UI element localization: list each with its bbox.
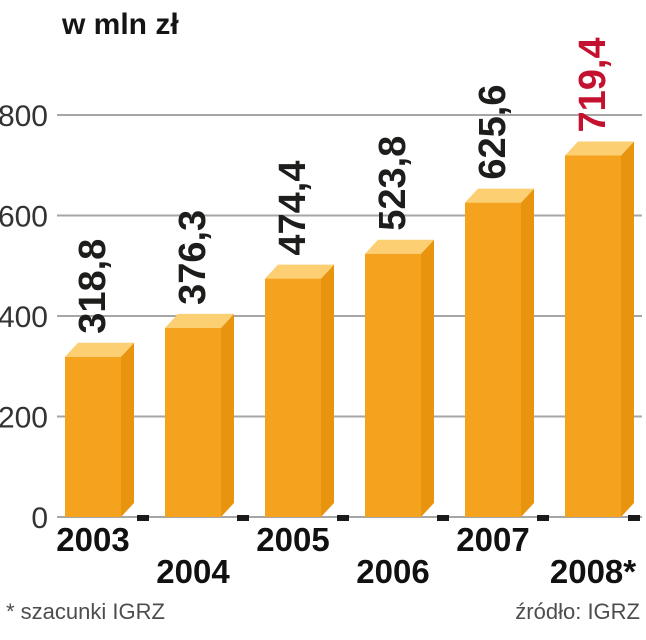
bar (65, 356, 121, 517)
bar-top-face (365, 239, 434, 254)
bar-value-label: 625,6 (472, 85, 514, 180)
y-axis-tick-label: 600 (0, 201, 48, 234)
bar-value-label-highlight: 719,4 (572, 37, 614, 132)
x-axis-category-label: 2003 (56, 521, 129, 558)
bar-value-label: 474,4 (272, 161, 314, 256)
bar-top-face (565, 141, 634, 156)
x-axis-tick (628, 515, 640, 521)
y-axis-tick-label: 200 (0, 402, 48, 435)
x-axis-category-label: 2005 (256, 521, 329, 558)
bar-side-face (621, 141, 634, 517)
bar-side-face (521, 188, 534, 518)
y-axis-tick-label: 0 (31, 502, 48, 535)
bar-value-label: 318,8 (72, 239, 114, 334)
bar (165, 327, 221, 517)
y-axis-tick-label: 400 (0, 301, 48, 334)
bar-top-face (65, 342, 134, 357)
x-axis-tick (537, 515, 549, 521)
bar-value-label: 523,8 (372, 136, 414, 231)
x-axis-category-label: 2006 (356, 553, 429, 590)
x-axis-category-label: 2007 (456, 521, 529, 558)
bar-top-face (265, 264, 334, 279)
x-axis-tick (237, 515, 249, 521)
x-axis-tick (337, 515, 349, 521)
x-axis-category-label: 2008* (550, 553, 636, 590)
x-axis-tick (137, 515, 149, 521)
bar-top-face (465, 188, 534, 203)
x-axis-tick (437, 515, 449, 521)
bar (465, 202, 521, 518)
bar (365, 253, 421, 517)
bar-side-face (321, 264, 334, 517)
bar-top-face (165, 313, 234, 328)
bar (265, 278, 321, 517)
chart-footer: * szacunki IGRZ źródło: IGRZ (6, 599, 640, 625)
chart-title: w mln zł (62, 8, 179, 41)
bar-side-face (221, 313, 234, 517)
bar-value-label: 376,3 (172, 210, 214, 305)
x-axis-category-label: 2004 (156, 553, 230, 590)
y-axis-tick-label: 800 (0, 100, 48, 133)
source-label: źródło: IGRZ (515, 599, 640, 624)
bar-side-face (421, 239, 434, 517)
bar (565, 155, 621, 517)
footnote-estimates: * szacunki IGRZ (6, 599, 165, 624)
bar-side-face (121, 342, 134, 517)
